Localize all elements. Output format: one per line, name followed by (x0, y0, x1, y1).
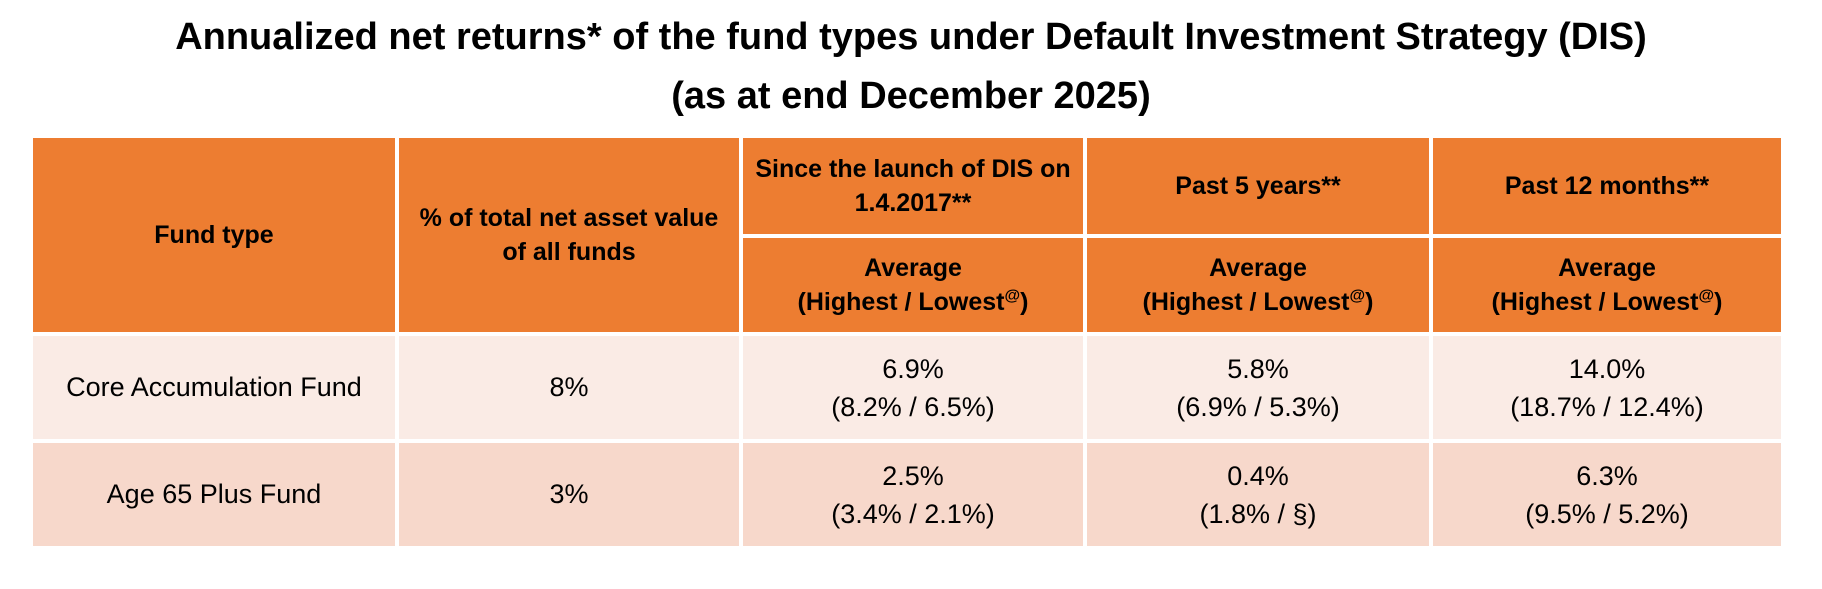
subheader-average-past-12-months: Average (Highest / Lowest@) (1433, 238, 1781, 332)
page-title-line2: (as at end December 2025) (671, 75, 1151, 117)
header-period-since-launch-line1: Since the launch of DIS on (755, 155, 1071, 183)
header-nav-line2: of all funds (502, 238, 636, 266)
return-cell-since-launch: 6.9% (8.2% / 6.5%) (743, 336, 1083, 439)
nav-percent-cell: 8% (399, 336, 739, 439)
return-cell-past-12-months: 14.0% (18.7% / 12.4%) (1433, 336, 1781, 439)
header-nav: % of total net asset value of all funds (399, 138, 739, 332)
returns-table: Fund type % of total net asset value of … (29, 134, 1785, 550)
fund-name-cell: Age 65 Plus Fund (33, 443, 395, 546)
return-cell-past-5-years: 5.8% (6.9% / 5.3%) (1087, 336, 1429, 439)
page-title-line1: Annualized net returns* of the fund type… (175, 16, 1647, 58)
header-nav-line1: % of total net asset value (419, 204, 719, 232)
at-superscript: @ (1349, 287, 1366, 305)
header-period-past-12-months: Past 12 months** (1433, 138, 1781, 234)
page-title: Annualized net returns* of the fund type… (0, 0, 1822, 126)
header-fund-type: Fund type (33, 138, 395, 332)
nav-percent-cell: 3% (399, 443, 739, 546)
subheader-average-since-launch: Average (Highest / Lowest@) (743, 238, 1083, 332)
header-row-average: Average (Highest / Lowest@) Average (Hig… (33, 238, 1781, 332)
header-period-since-launch-line2: 1.4.2017** (854, 189, 972, 217)
at-superscript: @ (1698, 287, 1715, 305)
at-superscript: @ (1004, 287, 1021, 305)
return-cell-past-12-months: 6.3% (9.5% / 5.2%) (1433, 443, 1781, 546)
header-period-since-launch: Since the launch of DIS on 1.4.2017** (743, 138, 1083, 234)
table-row-age-65-plus-fund: Age 65 Plus Fund 3% 2.5% (3.4% / 2.1%) 0… (33, 443, 1781, 546)
table-row-core-accumulation-fund: Core Accumulation Fund 8% 6.9% (8.2% / 6… (33, 336, 1781, 439)
header-period-past-5-years: Past 5 years** (1087, 138, 1429, 234)
return-cell-past-5-years: 0.4% (1.8% / §) (1087, 443, 1429, 546)
header-period-past-5-years-label: Past 5 years** (1175, 172, 1341, 200)
header-period-past-12-months-label: Past 12 months** (1504, 172, 1710, 200)
fund-name-cell: Core Accumulation Fund (33, 336, 395, 439)
subheader-average-past-5-years: Average (Highest / Lowest@) (1087, 238, 1429, 332)
header-row-periods: Fund type % of total net asset value of … (33, 138, 1781, 332)
return-cell-since-launch: 2.5% (3.4% / 2.1%) (743, 443, 1083, 546)
